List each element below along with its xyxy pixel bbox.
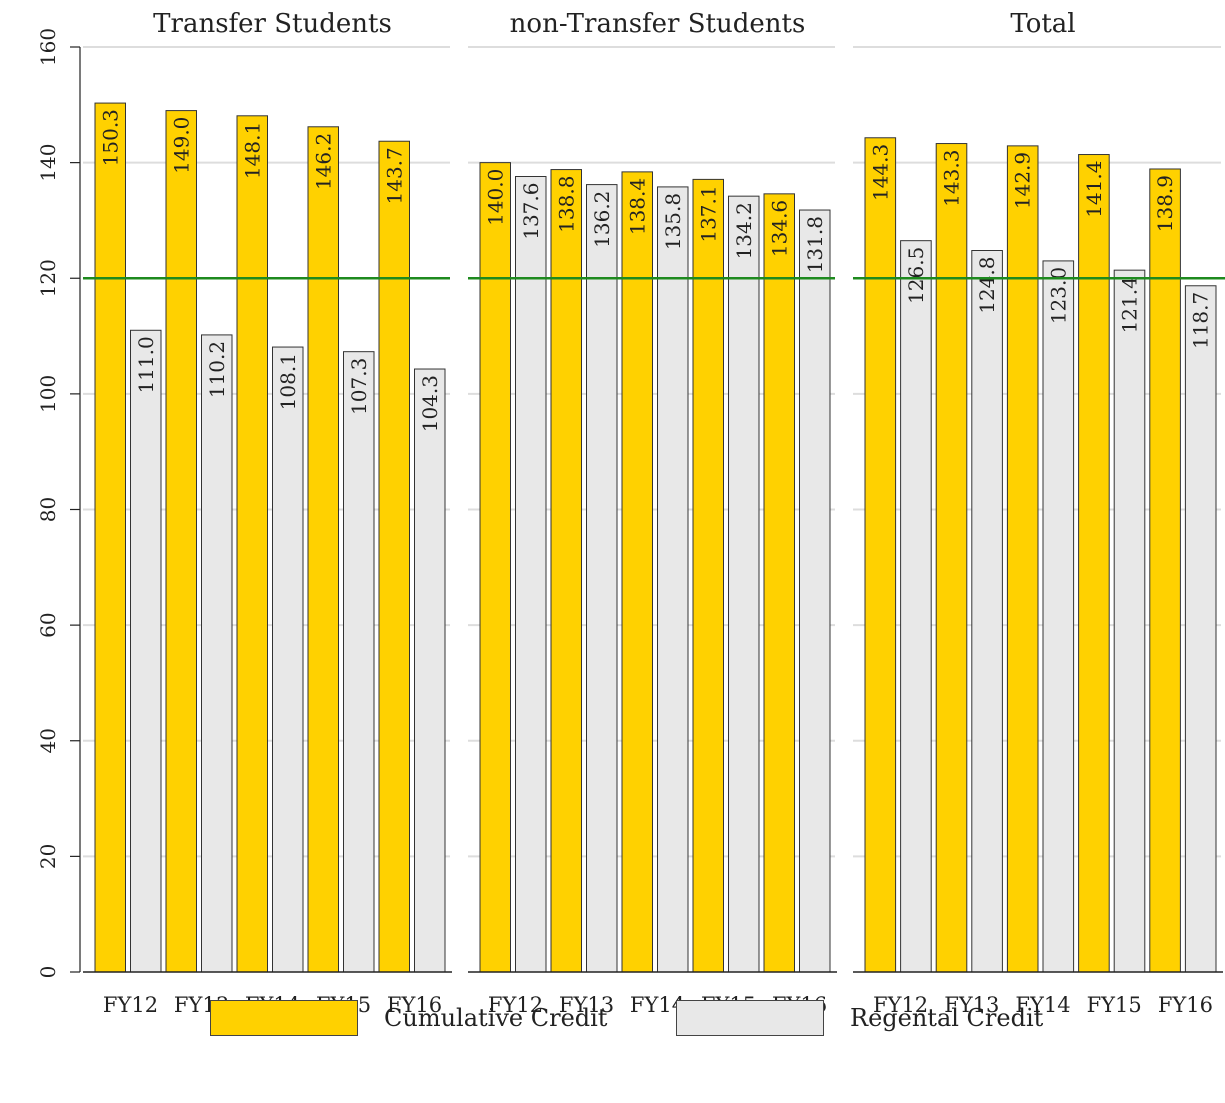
data-label: 121.4: [1118, 276, 1142, 333]
data-label: 124.8: [975, 257, 999, 314]
y-tick-label: 120: [36, 259, 60, 297]
bar-regental: [1042, 260, 1075, 973]
bar-regental: [799, 209, 831, 973]
y-tick-label: 60: [36, 612, 60, 637]
bar-cumulative: [935, 143, 968, 973]
legend: Cumulative Credit Regental Credit: [0, 1000, 1225, 1050]
data-label: 123.0: [1046, 267, 1070, 324]
data-label: 143.3: [940, 150, 964, 207]
y-tick-label: 40: [36, 728, 60, 753]
bar-cumulative: [378, 140, 410, 973]
panel-1: non-Transfer Students 140.0 137.6 FY12 138.8…: [468, 9, 837, 1017]
data-label: 111.0: [134, 336, 158, 393]
bar-regental: [1184, 285, 1217, 973]
data-label: 149.0: [169, 117, 193, 174]
data-label: 141.4: [1082, 161, 1106, 218]
x-tick-label: FY14: [1015, 993, 1070, 1017]
bar-regental: [900, 240, 932, 973]
data-label: 131.8: [803, 216, 827, 273]
bar-cumulative: [864, 137, 897, 973]
data-label: 146.2: [311, 133, 335, 190]
data-label: 134.2: [732, 202, 756, 259]
data-label: 135.8: [661, 193, 685, 250]
y-tick-label: 20: [36, 844, 60, 869]
bar-cumulative: [1149, 168, 1181, 973]
data-label: 136.2: [590, 191, 614, 248]
x-tick-label: FY16: [1158, 993, 1213, 1017]
bar-cumulative: [94, 102, 126, 973]
data-label: 148.1: [240, 122, 264, 179]
data-label: 137.6: [519, 183, 543, 240]
legend-item-cumulative: Cumulative Credit: [210, 1000, 607, 1036]
bar-regental: [272, 346, 304, 973]
data-label: 137.1: [696, 185, 720, 242]
bar-regental: [586, 184, 618, 973]
data-label: 110.2: [205, 341, 229, 398]
bar-regental: [1113, 269, 1146, 973]
x-tick-label: FY13: [559, 993, 614, 1017]
bar-cumulative: [165, 110, 197, 973]
bar-regental: [343, 351, 375, 973]
panel-title: non-Transfer Students: [510, 9, 806, 39]
x-tick-label: FY16: [387, 993, 442, 1017]
bar-regental: [414, 368, 446, 973]
y-tick-label: 80: [36, 497, 60, 522]
data-label: 138.8: [554, 176, 578, 233]
data-label: 104.3: [418, 375, 442, 432]
data-label: 142.9: [1011, 152, 1035, 209]
x-tick-label: FY15: [1087, 993, 1142, 1017]
legend-label-cumulative: Cumulative Credit: [384, 1004, 608, 1032]
bar-cumulative: [550, 169, 582, 973]
bar-regental: [130, 329, 162, 973]
bar-regental: [201, 334, 233, 973]
bar-cumulative: [1078, 154, 1110, 973]
panel-2: Total 144.3 126.5 FY12 143.3 124.8 FY13 142.9 12…: [853, 9, 1225, 1017]
panel-title: Transfer Students: [153, 9, 392, 39]
bar-regental: [971, 250, 1003, 973]
data-label: 107.3: [347, 358, 371, 415]
data-label: 140.0: [483, 169, 507, 226]
data-label: 108.1: [276, 353, 300, 410]
y-tick-label: 100: [36, 375, 60, 413]
data-label: 138.4: [625, 178, 649, 235]
data-label: 126.5: [904, 247, 928, 304]
y-tick-label: 140: [36, 144, 60, 182]
legend-item-regental: Regental Credit: [676, 1000, 1043, 1036]
data-label: 138.9: [1153, 175, 1177, 232]
data-label: 134.6: [767, 200, 791, 257]
bar-regental: [657, 186, 689, 973]
bar-cumulative: [1006, 145, 1039, 973]
bar-cumulative: [479, 162, 511, 973]
legend-swatch-cumulative: [210, 1000, 358, 1036]
x-tick-label: FY14: [630, 993, 685, 1017]
panel-0: Transfer Students 150.3 111.0 FY12 149.0 110.…: [83, 9, 452, 1017]
bar-cumulative: [763, 193, 795, 973]
x-tick-label: FY13: [944, 993, 999, 1017]
x-tick-label: FY12: [103, 993, 158, 1017]
y-tick-label: 160: [36, 28, 60, 66]
bar-cumulative: [621, 171, 653, 973]
panel-title: Total: [1010, 9, 1075, 39]
legend-swatch-regental: [676, 1000, 824, 1036]
bar-cumulative: [692, 178, 724, 973]
data-label: 143.7: [382, 147, 406, 204]
x-tick-label: FY12: [873, 993, 928, 1017]
legend-label-regental: Regental Credit: [850, 1004, 1044, 1032]
y-tick-label: 0: [36, 966, 60, 979]
bar-cumulative: [307, 126, 339, 973]
data-label: 118.7: [1189, 292, 1213, 349]
x-tick-label: FY12: [488, 993, 543, 1017]
data-label: 144.3: [868, 144, 892, 201]
bar-regental: [728, 195, 760, 973]
data-label: 150.3: [98, 109, 122, 166]
bar-cumulative: [236, 115, 268, 973]
bar-regental: [515, 176, 547, 973]
